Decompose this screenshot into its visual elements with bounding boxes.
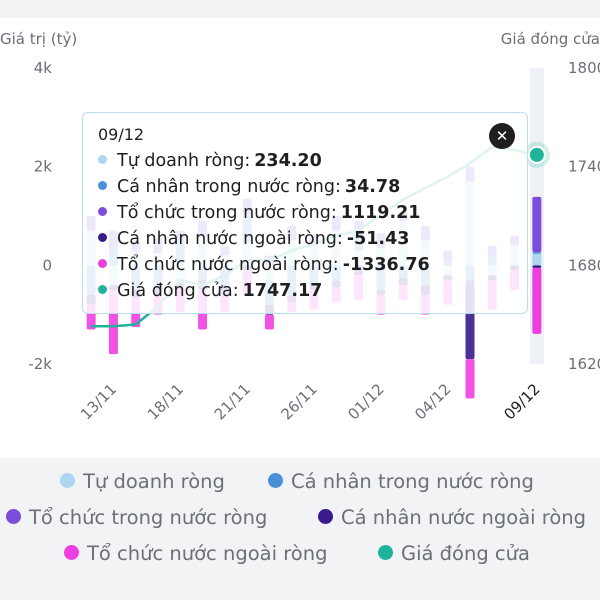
left-axis-label: Giá trị (tỷ): [0, 30, 77, 48]
close-icon[interactable]: ✕: [489, 123, 515, 149]
bar-segment: [532, 253, 542, 266]
bar-segment: [532, 265, 542, 268]
series-dot-icon: [98, 258, 107, 268]
legend-item-to-chuc-nuoc-ngoai[interactable]: Tổ chức nước ngoài ròng: [64, 542, 327, 565]
left-tick-label: 4k: [34, 59, 53, 77]
legend-item-to-chuc-trong-nuoc[interactable]: Tổ chức trong nước ròng: [6, 506, 267, 529]
bar-segment: [465, 359, 475, 399]
legend-label: Tự doanh ròng: [83, 470, 225, 493]
tooltip-date: 09/12: [98, 125, 145, 144]
legend-dot-icon: [60, 473, 75, 488]
bar-segment: [264, 314, 274, 330]
chart-card: Giá trị (tỷ) Giá đóng cửa 4k 2k 0 -2k 1800 1740…: [0, 18, 600, 458]
x-tick-label: 21/11: [211, 380, 254, 423]
legend-dot-icon: [268, 473, 283, 488]
tooltip-row-ca-nhan-nuoc-ngoai: Cá nhân nước ngoài ròng: -51.43: [98, 229, 409, 249]
tooltip-label: Tổ chức nước ngoài ròng:: [117, 255, 339, 275]
tooltip-row-to-chuc-trong-nuoc: Tổ chức trong nước ròng: 1119.21: [98, 203, 421, 223]
series-dot-icon: [98, 154, 107, 164]
series-dot-icon: [98, 284, 107, 294]
right-tick-label: 1800: [568, 59, 600, 77]
tooltip-value: 34.78: [344, 177, 401, 197]
legend-label: Cá nhân nước ngoài ròng: [341, 506, 587, 529]
tooltip-label: Giá đóng cửa:: [117, 281, 239, 301]
tooltip-value: 234.20: [254, 151, 322, 171]
tooltip-value: 1119.21: [340, 203, 421, 223]
x-tick-label: 18/11: [144, 380, 187, 423]
tooltip-label: Cá nhân nước ngoài ròng:: [117, 229, 343, 249]
tooltip-row-tu-doanh: Tự doanh ròng: 234.20: [98, 151, 322, 171]
chart-tooltip: 09/12 ✕ Tự doanh ròng: 234.20 Cá nhân tro…: [82, 112, 528, 314]
legend-dot-icon: [6, 509, 21, 524]
legend-item-ca-nhan-nuoc-ngoai[interactable]: Cá nhân nước ngoài ròng: [318, 506, 586, 529]
legend-dot-icon: [64, 545, 79, 560]
legend-item-ca-nhan-trong-nuoc[interactable]: Cá nhân trong nước ròng: [268, 470, 534, 493]
x-tick-label: 04/12: [411, 380, 454, 423]
price-point: [527, 145, 546, 164]
legend-label: Tổ chức nước ngoài ròng: [87, 542, 328, 565]
legend-dot-icon: [378, 545, 393, 560]
tooltip-label: Tự doanh ròng:: [117, 151, 251, 171]
left-tick-label: -2k: [28, 355, 52, 373]
bar-segment: [532, 196, 542, 253]
legend-item-tu-doanh[interactable]: Tự doanh ròng: [60, 470, 225, 493]
x-tick-label: 01/12: [344, 380, 387, 423]
tooltip-label: Cá nhân trong nước ròng:: [117, 177, 341, 197]
bar-segment: [532, 252, 542, 254]
tooltip-value: -51.43: [346, 229, 410, 249]
legend-item-gia-dong-cua[interactable]: Giá đóng cửa: [378, 542, 530, 565]
tooltip-row-ca-nhan-trong-nuoc: Cá nhân trong nước ròng: 34.78: [98, 177, 400, 197]
x-tick-label: 09/12: [500, 380, 543, 423]
right-axis-label: Giá đóng cửa: [501, 30, 600, 48]
tooltip-value: 1747.17: [242, 281, 323, 301]
legend-label: Cá nhân trong nước ròng: [291, 470, 534, 493]
x-tick-label: 26/11: [278, 380, 321, 423]
series-dot-icon: [98, 206, 107, 216]
tooltip-value: -1336.76: [342, 255, 430, 275]
left-tick-label: 0: [42, 256, 52, 274]
x-tick-label: 13/11: [77, 380, 120, 423]
legend-dot-icon: [318, 509, 333, 524]
tooltip-row-to-chuc-nuoc-ngoai: Tổ chức nước ngoài ròng: -1336.76: [98, 255, 430, 275]
bar-segment: [532, 267, 542, 334]
series-dot-icon: [98, 180, 107, 190]
right-tick-label: 1680: [568, 256, 600, 274]
series-dot-icon: [98, 232, 107, 242]
right-tick-label: 1620: [568, 355, 600, 373]
legend-label: Tổ chức trong nước ròng: [29, 506, 268, 529]
tooltip-label: Tổ chức trong nước ròng:: [117, 203, 337, 223]
left-tick-label: 2k: [34, 158, 53, 176]
legend-label: Giá đóng cửa: [401, 542, 530, 565]
right-tick-label: 1740: [568, 158, 600, 176]
tooltip-row-gia-dong-cua: Giá đóng cửa: 1747.17: [98, 281, 322, 301]
